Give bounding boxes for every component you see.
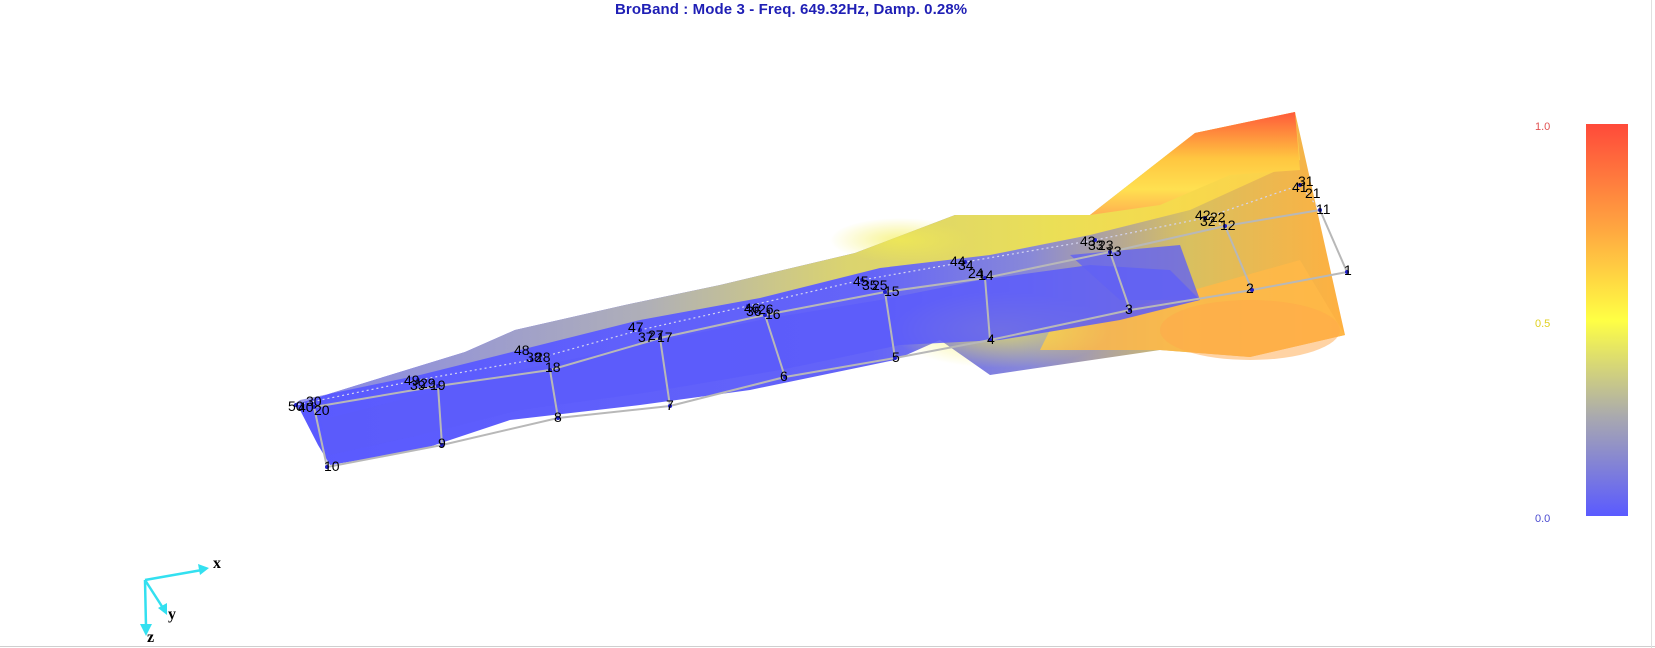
color-scale-bar xyxy=(1586,124,1628,516)
node-label-32: 32 xyxy=(1200,213,1216,229)
node-label-11: 11 xyxy=(1316,201,1331,217)
plot-title: BroBand : Mode 3 - Freq. 649.32Hz, Damp.… xyxy=(615,1,968,18)
node-label-3: 3 xyxy=(1125,301,1133,317)
node-label-43: 43 xyxy=(1080,233,1096,249)
node-label-48: 48 xyxy=(514,342,530,358)
node-label-50: 50 xyxy=(288,398,304,414)
node-label-10: 10 xyxy=(324,458,340,474)
node-label-44: 44 xyxy=(950,253,966,269)
node-label-21: 21 xyxy=(1305,185,1321,201)
node-label-34: 34 xyxy=(958,257,974,273)
node-label-8: 8 xyxy=(554,409,562,425)
node-label-17: 17 xyxy=(657,329,673,345)
y-axis-arrow-icon xyxy=(143,579,167,615)
node-label-14: 14 xyxy=(978,267,994,283)
coordinate-axes-triad: x y z xyxy=(140,555,221,646)
node-label-16: 16 xyxy=(765,306,781,322)
node-markers xyxy=(294,183,1349,469)
node-label-26: 26 xyxy=(758,301,774,317)
bottom-divider xyxy=(0,646,1655,647)
node-label-41: 41 xyxy=(1292,179,1308,195)
node-label-31: 31 xyxy=(1298,173,1314,189)
node-label-24: 24 xyxy=(968,265,984,281)
node-label-7: 7 xyxy=(666,397,674,413)
node-label-28: 28 xyxy=(535,349,551,365)
node-label-19: 19 xyxy=(430,377,446,393)
plot-title-bar: BroBand : Mode 3 - Freq. 649.32Hz, Damp.… xyxy=(0,0,1655,20)
node-label-38: 38 xyxy=(526,349,542,365)
node-label-29: 29 xyxy=(420,375,436,391)
node-label-47: 47 xyxy=(628,319,644,335)
node-label-18: 18 xyxy=(545,359,561,375)
node-label-2: 2 xyxy=(1246,280,1254,296)
node-label-37: 37 xyxy=(638,329,654,345)
node-label-40: 40 xyxy=(298,399,314,415)
node-label-5: 5 xyxy=(892,349,900,365)
node-label-1: 1 xyxy=(1344,262,1352,278)
node-label-36: 36 xyxy=(746,303,762,319)
node-label-27: 27 xyxy=(648,327,664,343)
node-label-6: 6 xyxy=(780,368,788,384)
node-labels: 1 2 3 4 5 6 7 8 9 10 11 12 13 14 15 16 1… xyxy=(288,173,1352,474)
node-label-12: 12 xyxy=(1220,217,1236,233)
node-label-22: 22 xyxy=(1210,209,1226,225)
node-label-46: 46 xyxy=(744,300,760,316)
node-label-20: 20 xyxy=(314,402,330,418)
deformed-surface xyxy=(293,112,1345,465)
z-axis-label: z xyxy=(147,629,154,646)
node-label-9: 9 xyxy=(438,435,446,451)
y-axis-label: y xyxy=(168,606,176,623)
node-label-25: 25 xyxy=(872,277,888,293)
node-label-23: 23 xyxy=(1098,237,1114,253)
z-axis-arrow-icon xyxy=(140,579,152,636)
wireframe xyxy=(313,209,1348,468)
node-label-33: 33 xyxy=(1088,237,1104,253)
x-axis-arrow-icon xyxy=(144,564,209,582)
right-divider xyxy=(1651,0,1652,648)
node-label-15: 15 xyxy=(884,283,900,299)
node-label-45: 45 xyxy=(853,273,869,289)
node-label-30: 30 xyxy=(306,393,322,409)
node-label-35: 35 xyxy=(862,277,878,293)
color-scale-mid-label: 0.5 xyxy=(1535,318,1551,330)
color-scale-min-label: 0.0 xyxy=(1535,513,1551,525)
node-label-49: 49 xyxy=(404,372,420,388)
hidden-wireframe xyxy=(295,184,1321,406)
node-label-39: 39 xyxy=(410,377,426,393)
node-label-4: 4 xyxy=(987,331,995,347)
node-label-42: 42 xyxy=(1195,207,1211,223)
x-axis-label: x xyxy=(213,555,221,572)
node-label-13: 13 xyxy=(1106,243,1122,259)
color-scale-max-label: 1.0 xyxy=(1535,121,1551,133)
